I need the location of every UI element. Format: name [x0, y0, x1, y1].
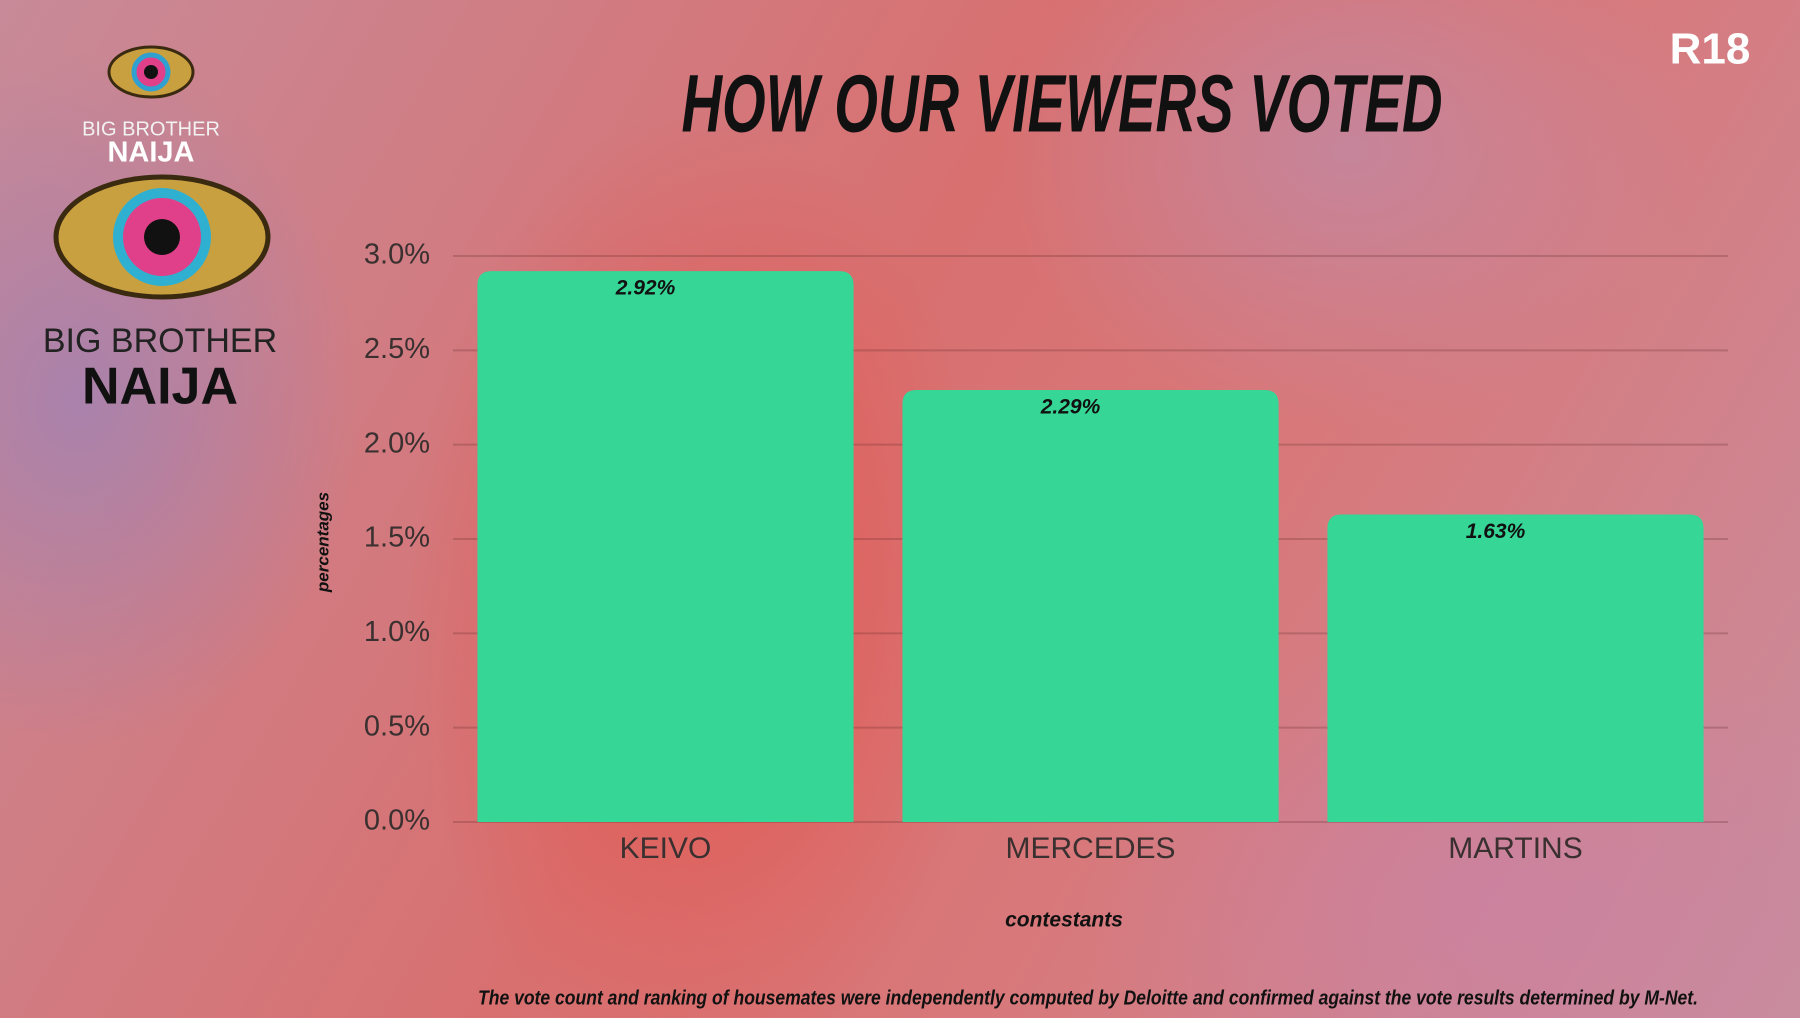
- chart-title: HOW OUR VIEWERS VOTED: [682, 59, 1443, 150]
- footnote: The vote count and ranking of housemates…: [478, 987, 1698, 1009]
- logo-line2: NAIJA: [82, 358, 238, 416]
- eye-pupil: [144, 65, 158, 79]
- logo-line2: NAIJA: [107, 137, 194, 169]
- x-tick-label: MERCEDES: [1005, 832, 1175, 865]
- x-tick-label: MARTINS: [1448, 832, 1582, 865]
- value-label: 1.63%: [1466, 520, 1526, 543]
- y-tick-label: 2.5%: [364, 333, 430, 365]
- logo-line1: BIG BROTHER: [82, 118, 220, 140]
- y-tick-label: 0.5%: [364, 710, 430, 742]
- x-axis-label: contestants: [1005, 909, 1123, 932]
- y-tick-label: 0.0%: [364, 805, 430, 837]
- logo-line1: BIG BROTHER: [43, 322, 277, 360]
- y-tick-label: 1.5%: [364, 522, 430, 554]
- bar: [902, 389, 1279, 822]
- y-tick-label: 2.0%: [364, 427, 430, 459]
- logo-small: BIG BROTHER NAIJA: [82, 45, 220, 169]
- y-tick-label: 1.0%: [364, 616, 430, 648]
- logo-large: BIG BROTHER NAIJA: [43, 174, 277, 416]
- eye-pupil: [144, 219, 180, 255]
- value-label: 2.92%: [615, 277, 676, 300]
- bar: [477, 271, 854, 822]
- value-label: 2.29%: [1040, 396, 1101, 419]
- x-tick-label: KEIVO: [620, 832, 712, 865]
- y-tick-label: 3.0%: [364, 239, 430, 271]
- rating: R18: [1670, 25, 1751, 74]
- y-axis-label: percentages: [313, 492, 332, 593]
- bar: [1327, 514, 1704, 822]
